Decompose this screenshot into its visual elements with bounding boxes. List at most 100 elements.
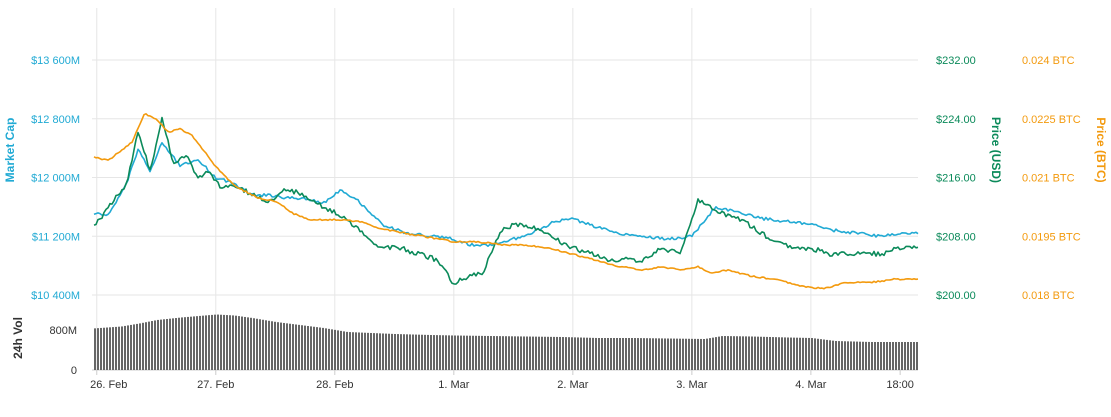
volume-bar <box>94 328 96 370</box>
volume-bar <box>136 323 138 370</box>
volume-bar <box>892 342 894 370</box>
volume-bar <box>472 335 474 370</box>
volume-bar <box>661 338 663 370</box>
volume-bar <box>148 321 150 370</box>
volume-bar <box>223 314 225 370</box>
volume-bar <box>262 319 264 370</box>
volume-bar <box>271 321 273 370</box>
volume-bar <box>232 315 234 370</box>
volume-bar <box>331 329 333 370</box>
volume-bar <box>760 336 762 370</box>
volume-bar <box>679 338 681 370</box>
volume-bar <box>133 324 135 370</box>
volume-bar <box>556 336 558 370</box>
volume-bar <box>433 335 435 370</box>
x-tick-label: 26. Feb <box>90 379 127 391</box>
volume-bar <box>721 336 723 370</box>
volume-bar <box>589 337 591 370</box>
volume-bar <box>805 337 807 370</box>
volume-bar <box>904 342 906 370</box>
volume-bar <box>643 338 645 370</box>
market-cap-tick-label: $12 800M <box>31 114 80 126</box>
volume-bar <box>733 336 735 370</box>
volume-bar <box>124 325 126 370</box>
x-tick-label: 1. Mar <box>438 379 470 391</box>
volume-bar <box>418 334 420 370</box>
volume-bar <box>859 341 861 370</box>
volume-bar <box>700 338 702 370</box>
volume-bar <box>154 320 156 370</box>
volume-bar <box>184 317 186 370</box>
volume-bar <box>880 342 882 370</box>
volume-bar <box>583 337 585 370</box>
volume-bar <box>688 338 690 370</box>
volume-bar <box>340 330 342 370</box>
volume-bar <box>502 336 504 370</box>
volume-bar <box>814 338 816 370</box>
volume-bar <box>712 337 714 370</box>
volume-bar <box>658 338 660 370</box>
volume-bar <box>745 336 747 370</box>
volume-bar <box>775 337 777 370</box>
volume-bar <box>553 336 555 370</box>
volume-bar <box>916 342 918 370</box>
volume-bar <box>625 338 627 370</box>
volume-bar <box>478 335 480 370</box>
volume-bar <box>430 334 432 370</box>
volume-bar <box>388 333 390 370</box>
volume-bar <box>676 338 678 370</box>
volume-bar <box>718 336 720 370</box>
volume-bar <box>265 320 267 370</box>
volume-bar <box>895 342 897 370</box>
volume-bar <box>577 337 579 370</box>
price-btc-tick-label: 0.0195 BTC <box>1022 231 1081 243</box>
volume-bar <box>337 330 339 370</box>
volume-bar <box>424 334 426 370</box>
volume-bar <box>769 336 771 370</box>
price-btc-tick-label: 0.0225 BTC <box>1022 114 1081 126</box>
volume-bar <box>127 325 129 370</box>
volume-bar <box>667 338 669 370</box>
volume-bar <box>565 337 567 370</box>
volume-axis-title: 24h Vol <box>11 317 25 359</box>
volume-bar <box>226 315 228 370</box>
volume-bar <box>358 332 360 370</box>
volume-bar <box>595 337 597 370</box>
volume-bar <box>310 326 312 370</box>
volume-bar <box>874 342 876 370</box>
volume-bar <box>652 338 654 370</box>
price-btc-line <box>93 113 919 290</box>
volume-bar <box>253 318 255 370</box>
volume-bar <box>829 340 831 370</box>
volume-bar <box>820 339 822 370</box>
x-tick-label: 18:00 <box>886 379 914 391</box>
volume-bar <box>715 337 717 370</box>
volume-bar <box>475 335 477 370</box>
volume-bar <box>526 336 528 370</box>
volume-bar <box>220 314 222 370</box>
volume-bar <box>187 316 189 370</box>
volume-bar <box>109 327 111 370</box>
volume-bar <box>529 336 531 370</box>
volume-bar <box>448 335 450 370</box>
volume-bar <box>172 318 174 370</box>
volume-bar <box>373 333 375 370</box>
volume-bar <box>193 316 195 370</box>
volume-bar <box>493 336 495 370</box>
volume-bar <box>550 336 552 370</box>
volume-bar <box>343 331 345 370</box>
volume-bar <box>403 334 405 370</box>
volume-bar <box>781 337 783 370</box>
volume-bar <box>739 336 741 370</box>
volume-bar <box>199 315 201 370</box>
volume-bar <box>412 334 414 370</box>
volume-bar <box>304 325 306 370</box>
volume-bar <box>847 341 849 370</box>
volume-bar <box>799 337 801 370</box>
volume-bar <box>610 338 612 370</box>
volume-bar <box>850 341 852 370</box>
volume-bar <box>628 338 630 370</box>
volume-bar <box>877 342 879 370</box>
volume-bar <box>571 337 573 370</box>
volume-bar <box>391 333 393 370</box>
